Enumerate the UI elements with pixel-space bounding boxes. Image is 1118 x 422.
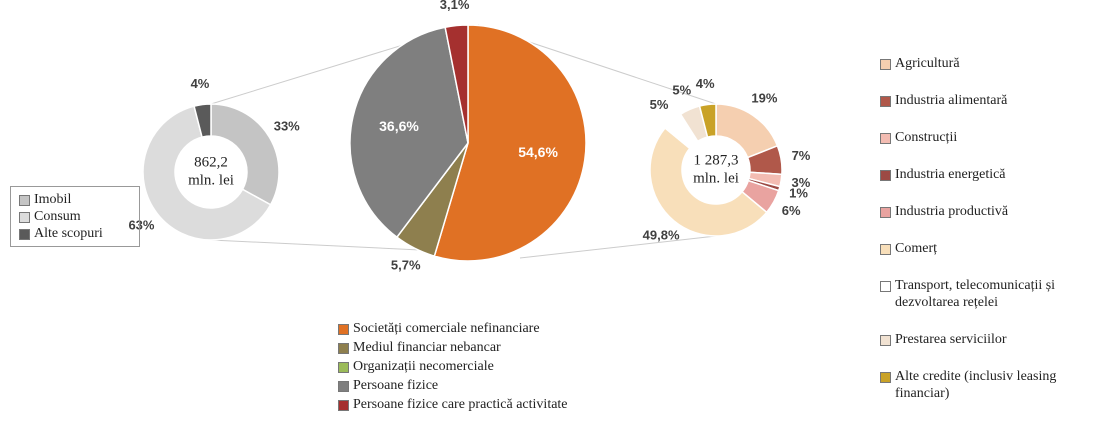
legend-swatch — [19, 229, 30, 240]
legend: Imobil Consum Alte scopuri — [10, 186, 140, 247]
value-label: 49,8% — [643, 228, 680, 243]
legend-label: Agricultură — [895, 56, 960, 71]
legend-item: Prestarea serviciilor — [880, 331, 1110, 348]
slice — [142, 105, 272, 241]
slice — [698, 103, 717, 138]
value-label: 5% — [650, 97, 669, 112]
legend-item: Industria productivă — [880, 203, 1110, 220]
value-label: 3,1% — [440, 0, 470, 12]
connector — [210, 239, 421, 251]
legend-label: Construcții — [895, 130, 958, 145]
center-label: 862,2 — [194, 154, 228, 170]
value-label: 7% — [792, 148, 811, 163]
legend-swatch — [880, 133, 891, 144]
legend-swatch — [338, 324, 349, 335]
slice — [210, 103, 280, 206]
legend-swatch — [880, 244, 891, 255]
connector — [519, 235, 717, 259]
legend-swatch — [338, 400, 349, 411]
slice — [649, 126, 768, 237]
legend-label: Prestarea serviciilor — [895, 332, 1007, 347]
legend-label: Transport, telecomunicații și dezvoltare… — [895, 278, 1056, 310]
value-label: 33% — [274, 119, 300, 134]
legend-label: Industria productivă — [895, 204, 1009, 219]
legend-swatch — [880, 59, 891, 70]
legend-label: Industria alimentară — [895, 93, 1008, 108]
legend-swatch — [338, 362, 349, 373]
legend-item: Comerț — [880, 240, 1110, 257]
legend-item: Persoane fizice care practică activitate — [338, 396, 658, 413]
legend-swatch — [338, 343, 349, 354]
slice — [444, 24, 469, 144]
center-label: mln. lei — [188, 172, 234, 188]
legend-item: Consum — [19, 208, 131, 225]
legend-item: Industria alimentară — [880, 92, 1110, 109]
legend-swatch — [880, 170, 891, 181]
value-label: 36,6% — [379, 118, 419, 134]
slice — [193, 103, 212, 139]
legend-label: Consum — [34, 209, 81, 224]
center-label: 1 287,3 — [694, 152, 739, 168]
legend-item: Imobil — [19, 191, 131, 208]
legend-item: Construcții — [880, 129, 1110, 146]
legend-swatch — [19, 212, 30, 223]
value-label: 6% — [782, 203, 801, 218]
legend-swatch — [880, 281, 891, 292]
legend-item: Persoane fizice — [338, 377, 658, 394]
value-label: 63% — [128, 217, 154, 232]
value-label: 4% — [191, 76, 210, 91]
legend-label: Alte credite (inclusiv leasing financiar… — [895, 369, 1057, 401]
value-label: 3% — [791, 175, 810, 190]
slice — [433, 24, 587, 262]
legend: Agricultură Industria alimentară Construcț… — [880, 55, 1110, 422]
legend-swatch — [880, 207, 891, 218]
legend-label: Societăți comerciale nefinanciare — [353, 321, 540, 336]
legend-label: Persoane fizice — [353, 378, 439, 393]
legend-item: Alte credite (inclusiv leasing financiar… — [880, 368, 1110, 402]
legend-item: Organizații necomerciale — [338, 358, 658, 375]
value-label: 19% — [751, 90, 777, 105]
legend-label: Imobil — [34, 192, 72, 207]
slice — [349, 26, 469, 239]
legend-label: Mediul financiar nebancar — [353, 340, 501, 355]
legend-swatch — [880, 335, 891, 346]
legend-swatch — [880, 372, 891, 383]
legend-label: Comerț — [895, 241, 937, 256]
legend-item: Mediul financiar nebancar — [338, 339, 658, 356]
legend-label: Industria energetică — [895, 167, 1006, 182]
legend-item: Industria energetică — [880, 166, 1110, 183]
value-label: 4% — [696, 76, 715, 91]
value-label: 5% — [672, 83, 691, 98]
legend-item: Societăți comerciale nefinanciare — [338, 320, 658, 337]
legend-swatch — [880, 96, 891, 107]
legend-swatch — [338, 381, 349, 392]
value-label: 1% — [789, 186, 808, 201]
legend: Societăți comerciale nefinanciare Mediul … — [338, 320, 658, 415]
legend-label: Persoane fizice care practică activitate — [353, 397, 568, 412]
legend-item: Transport, telecomunicații și dezvoltare… — [880, 277, 1110, 311]
legend-label: Organizații necomerciale — [353, 359, 494, 374]
legend-swatch — [19, 195, 30, 206]
center-label: mln. lei — [693, 170, 739, 186]
legend-item: Alte scopuri — [19, 225, 131, 242]
value-label: 54,6% — [518, 144, 558, 160]
value-label: 5,7% — [391, 258, 421, 273]
legend-label: Alte scopuri — [34, 226, 103, 241]
legend-item: Agricultură — [880, 55, 1110, 72]
